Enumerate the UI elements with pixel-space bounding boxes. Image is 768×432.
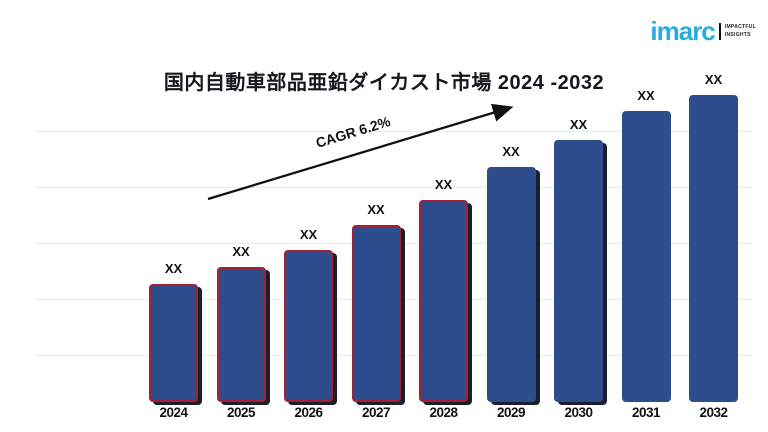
logo-tagline-line2: INSIGHTS xyxy=(724,31,751,38)
bar-2030 xyxy=(554,140,603,402)
bar-2027 xyxy=(351,225,401,402)
x-axis-label-2024: 2024 xyxy=(159,405,188,420)
logo-tagline: IMPACTFUL INSIGHTS xyxy=(725,24,756,39)
bar-slot-2025: XX xyxy=(216,90,266,402)
bar-value-label-2030: XX xyxy=(569,117,588,132)
bar-slot-2028: XX xyxy=(419,90,468,402)
bar-slot-2030: XX xyxy=(554,90,603,402)
bar-2029 xyxy=(486,167,536,402)
bar-slot-2031: XX xyxy=(621,88,671,402)
bar-value-label-2025: XX xyxy=(232,244,250,259)
x-axis-label-2031: 2031 xyxy=(631,405,661,420)
bar-value-label-2024: XX xyxy=(164,261,183,276)
logo-tagline-line1: IMPACTFUL xyxy=(724,24,756,31)
bar-2025 xyxy=(216,267,266,402)
bar-2032 xyxy=(689,95,738,402)
bar-value-label-2028: XX xyxy=(434,177,453,192)
bar-slot-2027: XX xyxy=(351,90,401,402)
chart-title: 国内自動車部品亜鉛ダイカスト市場 2024 -2032 xyxy=(163,72,605,94)
bar-slot-2026: XX xyxy=(284,90,333,402)
x-axis-label-2032: 2032 xyxy=(699,405,728,420)
bar-value-label-2032: XX xyxy=(704,72,723,87)
bar-2028 xyxy=(419,200,468,402)
bar-slot-2032: XX xyxy=(689,72,738,402)
x-axis-label-2025: 2025 xyxy=(226,405,256,420)
bars-row: XX XX XX XX XX XX XX XX XX xyxy=(149,72,738,402)
x-axis-label-2030: 2030 xyxy=(564,405,593,420)
imarc-logo: imarc IMPACTFUL INSIGHTS xyxy=(650,16,756,46)
bar-value-label-2029: XX xyxy=(502,144,520,159)
x-axis-label-2028: 2028 xyxy=(429,405,458,420)
x-axis-labels: 2024 2025 2026 2027 2028 2029 2030 2031 2032 xyxy=(149,405,738,420)
x-axis-label-2027: 2027 xyxy=(361,405,391,420)
x-axis-label-2026: 2026 xyxy=(294,405,323,420)
bar-value-label-2026: XX xyxy=(299,227,318,242)
bar-2026 xyxy=(284,250,333,402)
imarc-logo-wordmark: imarc xyxy=(650,16,715,46)
bar-2024 xyxy=(149,284,198,402)
bar-value-label-2027: XX xyxy=(367,202,385,217)
logo-divider xyxy=(718,23,721,41)
bar-value-label-2031: XX xyxy=(637,88,655,103)
bar-slot-2024: XX xyxy=(149,90,198,402)
bar-slot-2029: XX xyxy=(486,90,536,402)
bar-2031 xyxy=(621,111,671,402)
x-axis-label-2029: 2029 xyxy=(496,405,526,420)
